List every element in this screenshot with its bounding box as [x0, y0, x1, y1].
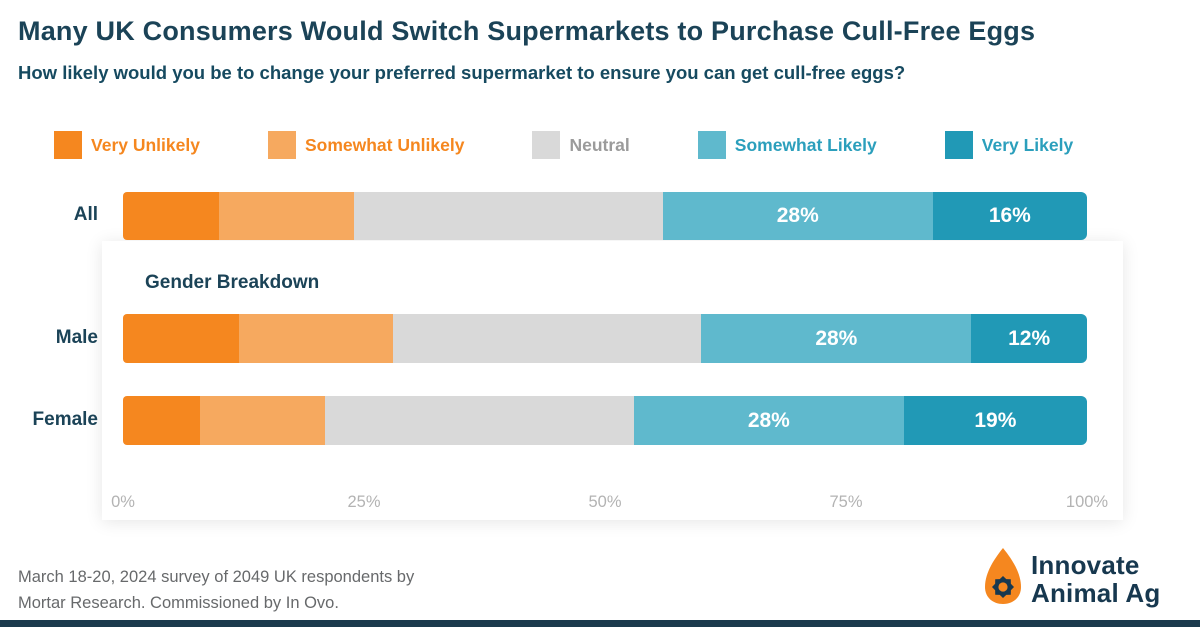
legend: Very Unlikely Somewhat Unlikely Neutral Som…	[54, 131, 1073, 159]
bar-female: 28% 19%	[123, 396, 1087, 445]
legend-label: Somewhat Unlikely	[304, 134, 465, 155]
x-axis-tick: 0%	[111, 493, 135, 511]
row-label-female: Female	[32, 409, 98, 430]
gender-breakdown-card: Gender Breakdown	[102, 241, 1123, 520]
bar-segment-very-likely: 19%	[903, 396, 1087, 445]
x-axis-tick: 25%	[347, 493, 381, 511]
legend-label: Very Unlikely	[91, 134, 200, 155]
egg-gear-icon	[983, 546, 1023, 611]
bar-value-label: 28%	[776, 204, 819, 227]
survey-question-subtitle: How likely would you be to change your p…	[18, 62, 906, 83]
bar-all: 28% 16%	[123, 192, 1087, 240]
bar-segment-somewhat-unlikely	[200, 396, 326, 445]
page-title: Many UK Consumers Would Switch Supermark…	[18, 16, 1036, 46]
footnote-line-2: Mortar Research. Commissioned by In Ovo.	[18, 594, 339, 612]
bottom-accent-bar	[0, 620, 1200, 627]
x-axis-tick: 100%	[1065, 493, 1109, 511]
legend-item-very-unlikely: Very Unlikely	[54, 131, 200, 159]
bar-segment-somewhat-likely: 28%	[701, 314, 972, 363]
bar-segment-very-unlikely	[123, 314, 239, 363]
bar-segment-very-unlikely	[123, 192, 220, 240]
bar-segment-neutral	[392, 314, 702, 363]
x-axis-tick: 75%	[829, 493, 863, 511]
x-axis-tick: 50%	[588, 493, 622, 511]
bar-segment-very-likely: 12%	[971, 314, 1087, 363]
row-label-male: Male	[55, 327, 98, 348]
bar-value-label: 19%	[974, 408, 1017, 432]
footnote-line-1: March 18-20, 2024 survey of 2049 UK resp…	[18, 568, 415, 586]
bar-value-label: 28%	[815, 326, 858, 350]
logo-wordmark: Innovate Animal Ag	[1031, 551, 1160, 607]
legend-item-neutral: Neutral	[532, 131, 630, 159]
legend-label: Neutral	[569, 134, 630, 155]
legend-swatch	[697, 131, 726, 159]
legend-label: Somewhat Likely	[734, 134, 877, 155]
bar-male: 28% 12%	[123, 314, 1087, 363]
bar-value-label: 16%	[988, 204, 1031, 227]
legend-swatch	[267, 131, 296, 159]
legend-item-very-likely: Very Likely	[944, 131, 1074, 159]
row-label-all: All	[73, 204, 98, 225]
bar-segment-somewhat-unlikely	[219, 192, 355, 240]
legend-item-somewhat-likely: Somewhat Likely	[697, 131, 877, 159]
logo-line-1: Innovate	[1031, 549, 1140, 580]
bar-value-label: 28%	[747, 408, 790, 432]
bar-segment-neutral	[354, 192, 663, 240]
legend-swatch	[532, 131, 561, 159]
bar-value-label: 12%	[1008, 326, 1051, 350]
legend-label: Very Likely	[981, 134, 1074, 155]
bar-segment-very-unlikely	[123, 396, 201, 445]
survey-footnote: March 18-20, 2024 survey of 2049 UK resp…	[18, 564, 414, 616]
bar-segment-somewhat-unlikely	[238, 314, 393, 363]
gender-breakdown-title: Gender Breakdown	[145, 272, 320, 293]
bar-segment-very-likely: 16%	[932, 192, 1087, 240]
bar-segment-neutral	[325, 396, 634, 445]
logo-line-2: Animal Ag	[1031, 577, 1161, 608]
x-axis: 0% 25% 50% 75% 100%	[111, 493, 1108, 513]
legend-item-somewhat-unlikely: Somewhat Unlikely	[267, 131, 465, 159]
bar-segment-somewhat-likely: 28%	[633, 396, 904, 445]
legend-swatch	[54, 131, 82, 159]
bar-segment-somewhat-likely: 28%	[662, 192, 933, 240]
legend-swatch	[944, 131, 973, 159]
innovate-animal-ag-logo: Innovate Animal Ag	[983, 546, 1160, 611]
